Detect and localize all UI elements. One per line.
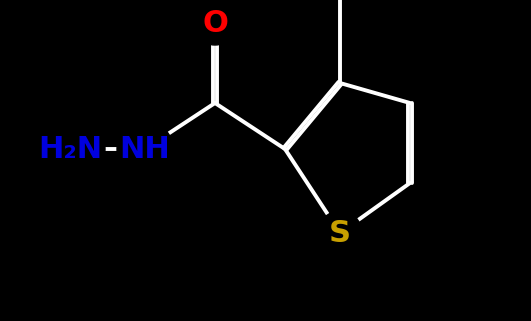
Text: O: O [202,8,228,38]
Circle shape [35,114,105,184]
Text: H₂N: H₂N [38,134,102,163]
Text: S: S [329,219,351,247]
Circle shape [318,211,362,255]
Text: NH: NH [119,134,170,163]
Circle shape [117,121,173,177]
Circle shape [193,1,237,45]
